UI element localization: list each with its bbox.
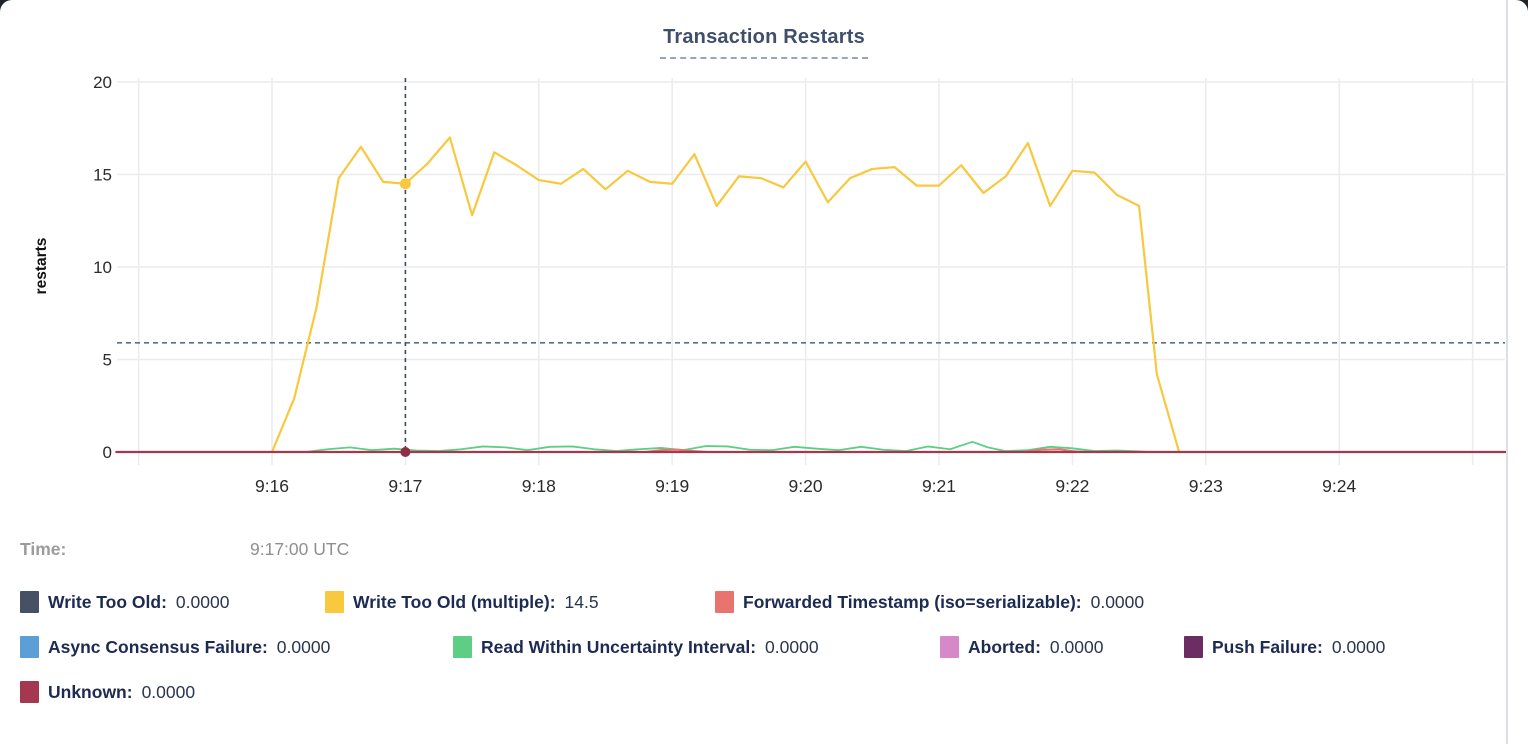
legend-label: Forwarded Timestamp (iso=serializable): xyxy=(743,591,1082,612)
svg-text:restarts: restarts xyxy=(33,238,50,295)
legend-label: Push Failure: xyxy=(1212,636,1323,657)
svg-text:9:18: 9:18 xyxy=(522,476,556,496)
svg-text:9:22: 9:22 xyxy=(1055,476,1089,496)
legend-item-write-too-old: Write Too Old: 0.0000 xyxy=(20,591,229,613)
chart-title[interactable]: Transaction Restarts xyxy=(660,26,868,59)
legend-swatch xyxy=(20,591,39,613)
legend-swatch xyxy=(20,681,39,703)
time-value: 9:17:00 UTC xyxy=(250,539,350,559)
svg-text:15: 15 xyxy=(93,166,112,185)
legend-item-push-failure: Push Failure: 0.0000 xyxy=(1184,636,1385,658)
svg-text:9:20: 9:20 xyxy=(789,476,823,496)
legend-item-forwarded-timestamp: Forwarded Timestamp (iso=serializable): … xyxy=(715,591,1144,613)
svg-text:5: 5 xyxy=(103,351,112,370)
card-border xyxy=(1506,0,1508,744)
svg-text:0: 0 xyxy=(103,443,112,462)
svg-text:9:23: 9:23 xyxy=(1189,476,1223,496)
legend-swatch xyxy=(1184,636,1203,658)
legend-item-unknown: Unknown: 0.0000 xyxy=(20,681,195,703)
legend-row-2: Async Consensus Failure: 0.0000 Read Wit… xyxy=(0,636,1528,662)
legend-value: 0.0000 xyxy=(175,591,230,612)
legend-value: 0.0000 xyxy=(1090,591,1145,612)
legend-label: Read Within Uncertainty Interval: xyxy=(481,636,757,657)
legend-label: Write Too Old: xyxy=(48,591,167,612)
legend-value: 14.5 xyxy=(564,591,599,612)
legend-item-aborted: Aborted: 0.0000 xyxy=(940,636,1103,658)
legend-item-write-too-old-multiple: Write Too Old (multiple): 14.5 xyxy=(325,591,599,613)
svg-text:9:17: 9:17 xyxy=(388,476,422,496)
svg-text:9:16: 9:16 xyxy=(255,476,289,496)
legend-value: 0.0000 xyxy=(276,636,331,657)
legend-item-async-consensus-failure: Async Consensus Failure: 0.0000 xyxy=(20,636,330,658)
legend-row-1: Write Too Old: 0.0000 Write Too Old (mul… xyxy=(0,591,1528,617)
legend-swatch xyxy=(715,591,734,613)
legend-swatch xyxy=(940,636,959,658)
legend-row-3: Unknown: 0.0000 xyxy=(0,681,1528,707)
legend-swatch xyxy=(453,636,472,658)
legend-swatch xyxy=(20,636,39,658)
legend-label: Unknown: xyxy=(48,681,133,702)
legend-swatch xyxy=(325,591,344,613)
time-label: Time: xyxy=(20,539,67,559)
svg-text:9:21: 9:21 xyxy=(922,476,956,496)
legend-label: Write Too Old (multiple): xyxy=(353,591,556,612)
legend-item-read-within-uncertainty: Read Within Uncertainty Interval: 0.0000 xyxy=(453,636,819,658)
title-row: Transaction Restarts xyxy=(0,26,1528,59)
hover-time-row: Time: 9:17:00 UTC xyxy=(0,539,1528,563)
svg-text:20: 20 xyxy=(93,73,112,92)
transaction-restarts-chart[interactable]: 0 5 10 15 20 9:16 9:17 9:18 9:19 9:20 9:21 9:22 9:23… xyxy=(0,0,1528,500)
svg-text:10: 10 xyxy=(93,258,112,277)
legend-value: 0.0000 xyxy=(1049,636,1104,657)
svg-text:9:19: 9:19 xyxy=(655,476,689,496)
legend-label: Aborted: xyxy=(968,636,1041,657)
svg-text:9:24: 9:24 xyxy=(1322,476,1356,496)
legend-label: Async Consensus Failure: xyxy=(48,636,268,657)
legend-value: 0.0000 xyxy=(141,681,196,702)
legend-value: 0.0000 xyxy=(1331,636,1386,657)
legend-value: 0.0000 xyxy=(765,636,819,657)
